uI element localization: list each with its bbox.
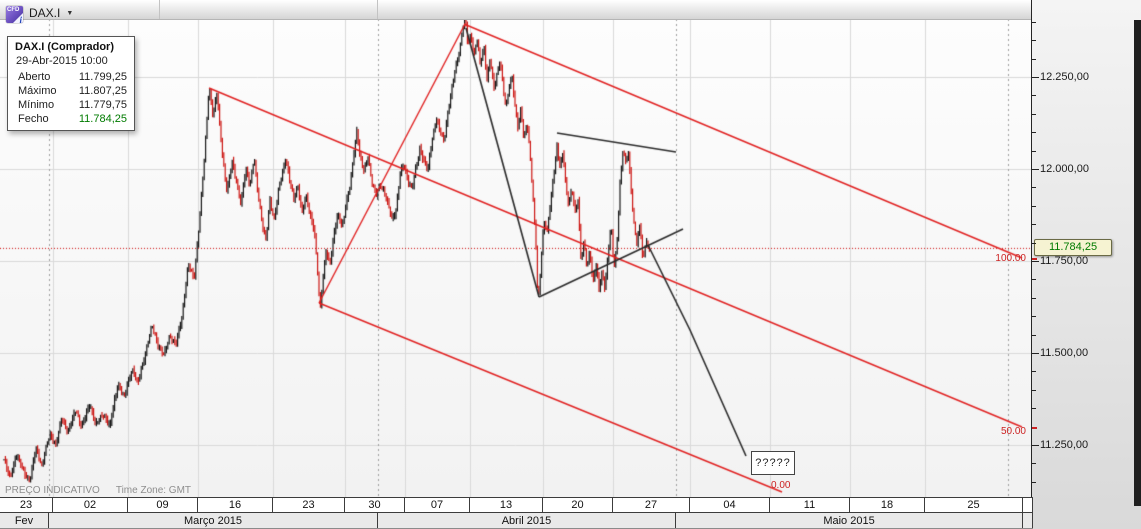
price-axis-major-tick bbox=[1032, 77, 1039, 78]
open-label: Aberto bbox=[18, 71, 51, 83]
indicative-price-label: PREÇO INDICATIVO bbox=[5, 485, 100, 496]
info-row-low: Mínimo 11.779,75 bbox=[15, 98, 127, 112]
price-axis-label: 12.000,00 bbox=[1040, 163, 1089, 175]
low-label: Mínimo bbox=[18, 99, 55, 111]
price-axis-minor-tick bbox=[1032, 224, 1036, 225]
info-box-title: DAX.I (Comprador) bbox=[15, 41, 114, 53]
price-axis-minor-tick bbox=[1032, 408, 1036, 409]
low-value: 11.779,75 bbox=[78, 99, 127, 111]
price-axis-major-tick bbox=[1032, 261, 1039, 262]
price-axis-minor-tick bbox=[1032, 187, 1036, 188]
price-axis-major-tick bbox=[1032, 445, 1039, 446]
price-axis-minor-tick bbox=[1032, 298, 1036, 299]
fib-channel-axis-mark bbox=[1032, 258, 1037, 260]
date-axis-cell: 13 bbox=[470, 498, 543, 512]
fib-channel-label: 0.00 bbox=[771, 480, 791, 491]
fib-channel-axis-mark bbox=[1032, 427, 1037, 429]
info-row-high: Máximo 11.807,25 bbox=[15, 84, 127, 98]
panel-splitter[interactable] bbox=[1134, 20, 1141, 506]
price-axis-major-tick bbox=[1032, 169, 1039, 170]
price-axis-minor-tick bbox=[1032, 371, 1036, 372]
price-axis-minor-tick bbox=[1032, 114, 1036, 115]
high-label: Máximo bbox=[18, 85, 57, 97]
price-axis-minor-tick bbox=[1032, 463, 1036, 464]
header-separator bbox=[159, 0, 160, 19]
chart-header-bar: CFD i DAX.I ▼ bbox=[0, 0, 1031, 23]
month-axis-cell: Fev bbox=[0, 513, 49, 528]
fib-channel-label: 50.00 bbox=[1000, 426, 1026, 437]
timezone-label: Time Zone: GMT bbox=[115, 485, 192, 496]
chevron-down-icon: ▼ bbox=[66, 10, 74, 17]
price-axis-minor-tick bbox=[1032, 22, 1036, 23]
date-axis-cell: 07 bbox=[405, 498, 470, 512]
price-chart-canvas[interactable] bbox=[0, 0, 1031, 497]
price-axis-minor-tick bbox=[1032, 206, 1036, 207]
price-axis-minor-tick bbox=[1032, 59, 1036, 60]
date-axis-cell: 23 bbox=[0, 498, 53, 512]
price-axis-minor-tick bbox=[1032, 482, 1036, 483]
price-axis-minor-tick bbox=[1032, 335, 1036, 336]
cfd-icon-info-letter: i bbox=[19, 14, 22, 23]
close-label: Fecho bbox=[18, 113, 49, 125]
date-axis-row[interactable]: 23 02 09 16 23 30 07 13 20 27 04 11 18 25 bbox=[0, 497, 1033, 513]
price-axis-minor-tick bbox=[1032, 151, 1036, 152]
price-target-annotation[interactable]: ????? bbox=[751, 451, 795, 475]
month-axis-cell: Maio 2015 bbox=[676, 513, 1023, 528]
price-axis-minor-tick bbox=[1032, 243, 1036, 244]
cfd-icon-text: CFD bbox=[7, 6, 20, 13]
info-row-close: Fecho 11.784,25 bbox=[15, 112, 127, 126]
price-axis[interactable]: 11.784,25 12.250,00 12.000,00 11.750,00 11.… bbox=[1031, 0, 1141, 529]
date-axis-cell: 20 bbox=[543, 498, 613, 512]
price-axis-minor-tick bbox=[1032, 95, 1036, 96]
last-price-tag: 11.784,25 bbox=[1034, 239, 1112, 256]
header-separator bbox=[377, 0, 378, 19]
date-axis-cell: 09 bbox=[128, 498, 198, 512]
open-value: 11.799,25 bbox=[78, 71, 127, 83]
month-axis-row[interactable]: Fev Março 2015 Abril 2015 Maio 2015 bbox=[0, 513, 1033, 529]
date-axis-cell bbox=[1023, 498, 1033, 512]
ohlc-info-box: DAX.I (Comprador) 29-Abr-2015 10:00 Aber… bbox=[7, 36, 135, 131]
date-axis-cell: 23 bbox=[273, 498, 345, 512]
date-axis-cell: 27 bbox=[613, 498, 690, 512]
date-axis-cell: 25 bbox=[925, 498, 1023, 512]
month-axis-cell bbox=[1023, 513, 1033, 528]
instrument-selector[interactable]: CFD i DAX.I ▼ bbox=[6, 0, 73, 24]
date-axis-cell: 11 bbox=[770, 498, 850, 512]
close-value: 11.784,25 bbox=[78, 113, 127, 125]
price-axis-minor-tick bbox=[1032, 279, 1036, 280]
price-axis-minor-tick bbox=[1032, 390, 1036, 391]
price-axis-label: 11.750,00 bbox=[1040, 255, 1089, 267]
price-axis-major-tick bbox=[1032, 353, 1039, 354]
month-axis-cell: Março 2015 bbox=[49, 513, 378, 528]
cfd-icon-corner bbox=[13, 12, 23, 23]
high-value: 11.807,25 bbox=[78, 85, 127, 97]
date-axis-cell: 04 bbox=[690, 498, 770, 512]
date-axis-cell: 02 bbox=[53, 498, 128, 512]
cfd-instrument-icon: CFD i bbox=[6, 5, 23, 23]
footer-note: PREÇO INDICATIVO Time Zone: GMT bbox=[5, 485, 191, 496]
date-axis-cell: 18 bbox=[850, 498, 925, 512]
price-axis-label: 11.500,00 bbox=[1040, 347, 1089, 359]
month-axis-cell: Abril 2015 bbox=[378, 513, 676, 528]
date-axis-cell: 16 bbox=[198, 498, 273, 512]
price-axis-minor-tick bbox=[1032, 40, 1036, 41]
info-row-open: Aberto 11.799,25 bbox=[15, 70, 127, 84]
date-axis-cell: 30 bbox=[345, 498, 405, 512]
price-axis-label: 12.250,00 bbox=[1040, 71, 1089, 83]
instrument-label: DAX.I bbox=[29, 6, 61, 20]
price-axis-minor-tick bbox=[1032, 132, 1036, 133]
fib-channel-label: 100.00 bbox=[995, 253, 1026, 264]
info-box-datetime: 29-Abr-2015 10:00 bbox=[16, 55, 108, 67]
price-axis-label: 11.250,00 bbox=[1040, 439, 1089, 451]
price-axis-minor-tick bbox=[1032, 316, 1036, 317]
